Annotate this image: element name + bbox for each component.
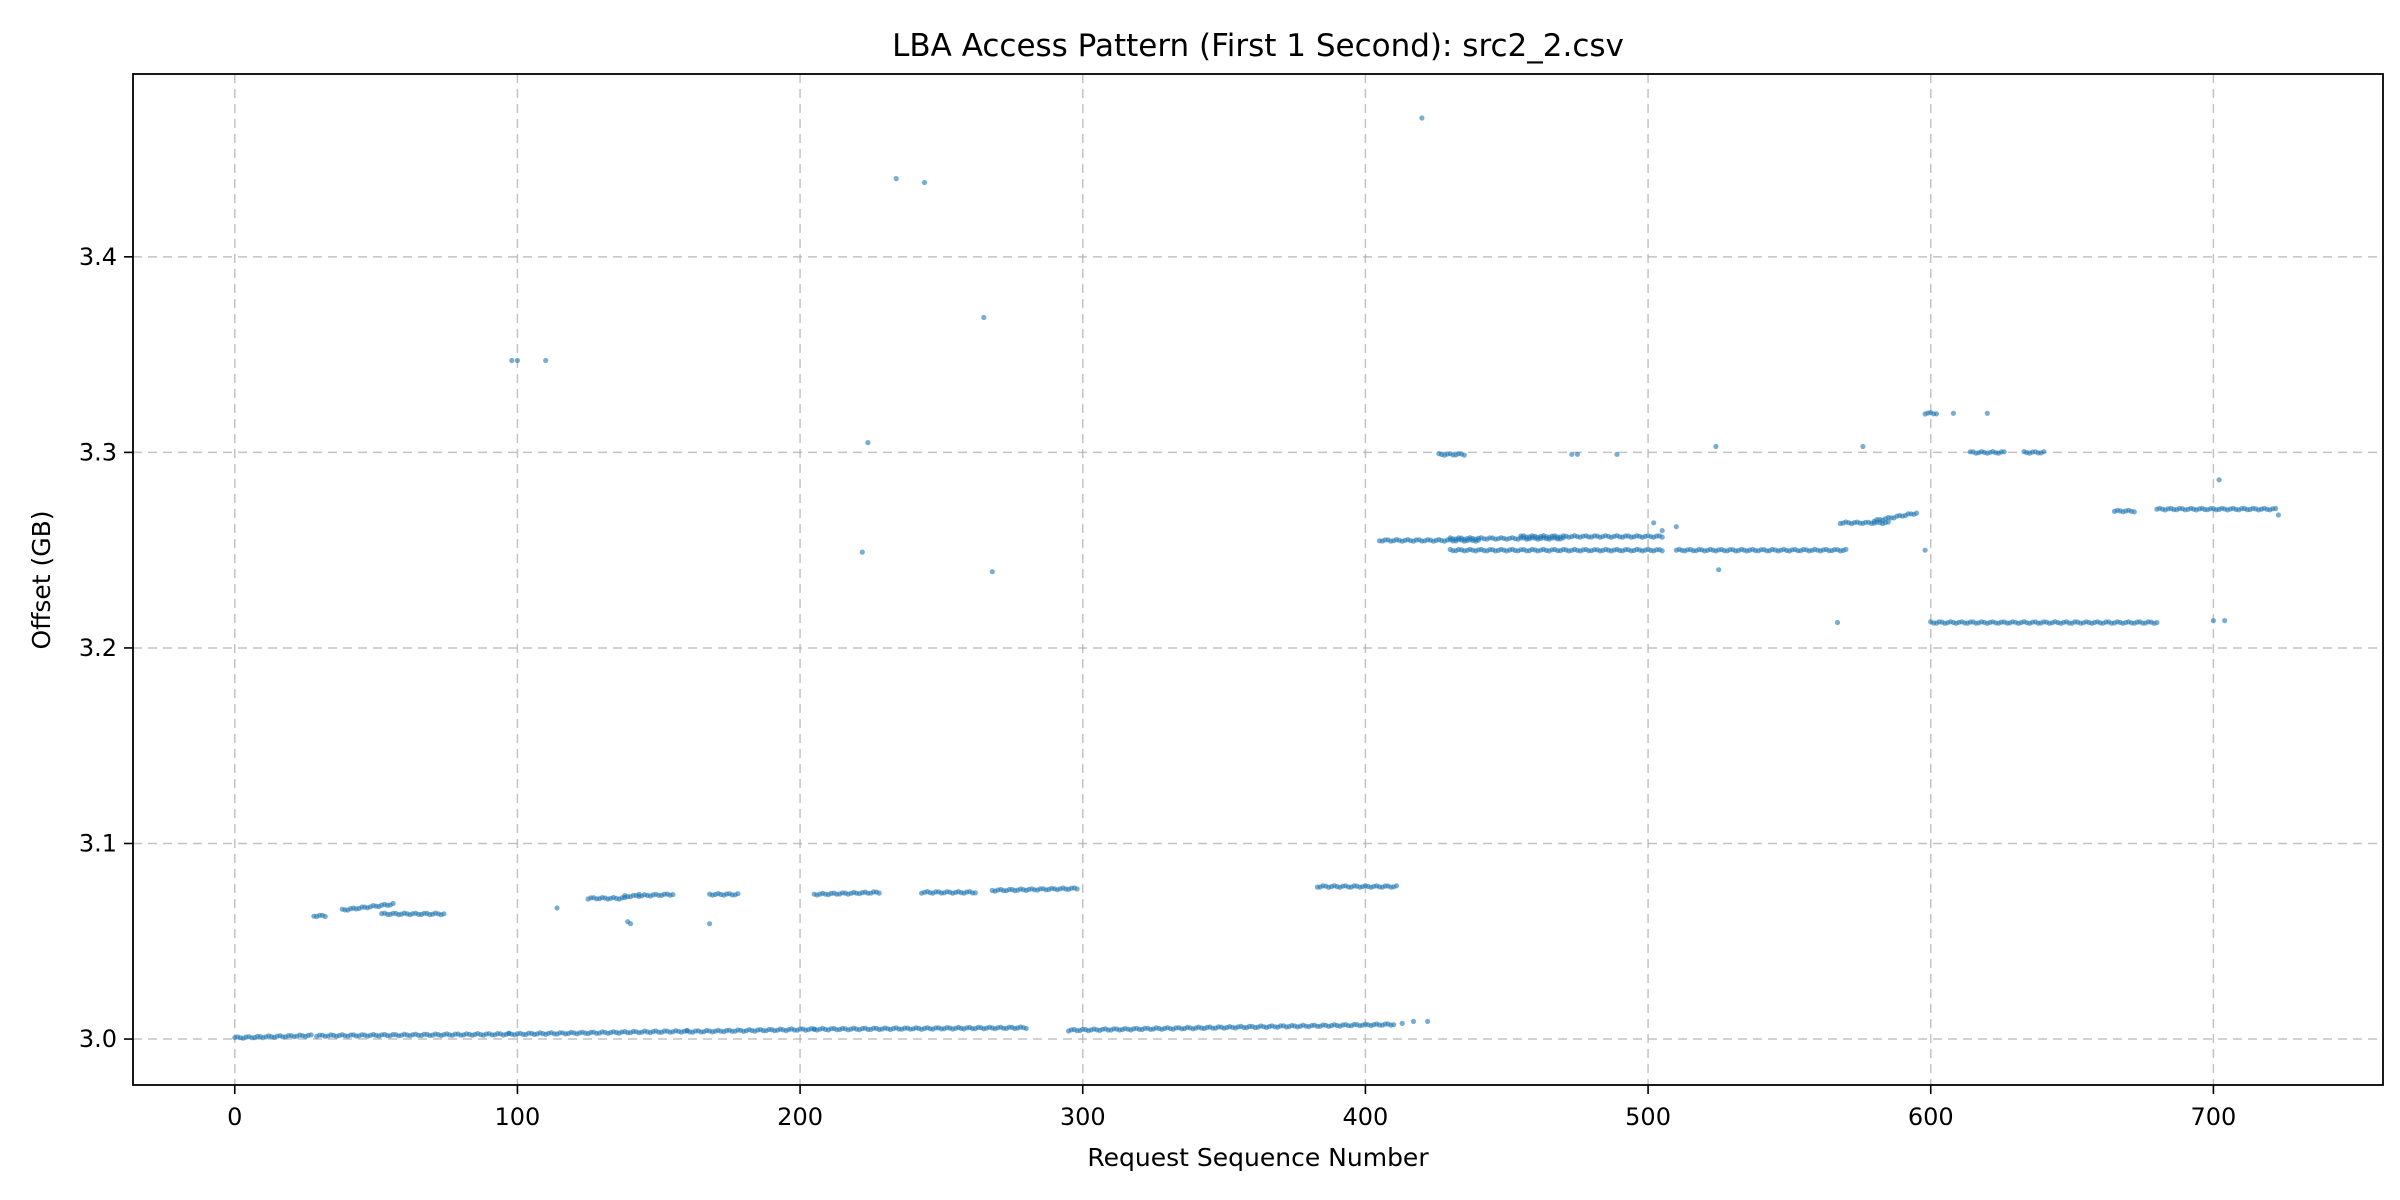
data-point <box>859 549 865 555</box>
x-tick-label: 400 <box>1343 1103 1389 1131</box>
data-point <box>1410 1018 1417 1024</box>
data-point <box>1933 411 1939 417</box>
x-axis: 0 100 200 300 400 500 600 700 <box>227 1085 2236 1131</box>
data-point <box>1461 452 1467 458</box>
data-point <box>1569 451 1575 457</box>
data-point <box>735 891 741 897</box>
x-tick-label: 100 <box>495 1103 541 1131</box>
data-point <box>636 891 642 897</box>
data-point <box>322 913 328 920</box>
x-tick-label: 700 <box>2190 1103 2236 1131</box>
x-tick-label: 200 <box>777 1103 823 1131</box>
data-point <box>1860 443 1866 450</box>
data-point <box>1716 567 1722 573</box>
data-point <box>1574 451 1580 457</box>
data-point <box>627 921 634 927</box>
data-point <box>514 357 521 364</box>
grid-lines <box>133 74 2383 1085</box>
data-point <box>2210 618 2216 624</box>
data-point <box>1659 528 1665 534</box>
data-point <box>1950 410 1956 416</box>
data-point <box>1713 443 1719 450</box>
data-point <box>865 440 871 446</box>
data-point <box>1393 883 1400 889</box>
data-point <box>1659 548 1665 554</box>
y-tick-label: 3.4 <box>79 243 117 271</box>
data-point <box>554 905 560 911</box>
data-point <box>509 357 515 364</box>
data-point <box>972 890 978 896</box>
data-point <box>989 569 995 575</box>
data-point <box>2041 449 2047 455</box>
data-point <box>1391 1022 1397 1028</box>
data-point <box>1843 546 1849 553</box>
data-point <box>1673 524 1679 530</box>
data-point <box>1074 886 1080 892</box>
data-points <box>232 115 2281 1041</box>
data-point <box>2275 512 2281 518</box>
x-tick-label: 300 <box>1060 1103 1106 1131</box>
data-point <box>1834 619 1841 626</box>
data-point <box>1023 1025 1029 1032</box>
data-point <box>1659 534 1665 540</box>
data-point <box>1419 115 1425 121</box>
data-point <box>1922 547 1928 553</box>
data-point <box>308 1032 314 1038</box>
data-point <box>543 357 549 364</box>
data-point <box>1984 410 1990 416</box>
y-axis-label: Offset (GB) <box>27 510 56 649</box>
y-axis: 3.0 3.1 3.2 3.3 3.4 <box>79 243 133 1053</box>
data-point <box>1614 451 1620 457</box>
data-point <box>1651 520 1657 526</box>
y-tick-label: 3.2 <box>79 634 117 662</box>
chart-title: LBA Access Pattern (First 1 Second): src… <box>892 28 1624 64</box>
data-point <box>2154 620 2160 626</box>
x-tick-label: 0 <box>227 1103 242 1131</box>
plot-frame <box>132 73 2384 1086</box>
x-axis-label: Request Sequence Number <box>1087 1143 1429 1172</box>
data-point <box>1425 1018 1431 1024</box>
data-point <box>2131 509 2137 515</box>
x-tick-label: 500 <box>1625 1103 1671 1131</box>
data-point <box>1914 510 1920 516</box>
data-point <box>981 314 987 321</box>
data-point <box>670 892 676 898</box>
data-point <box>2001 449 2007 455</box>
data-point <box>390 900 396 907</box>
x-tick-label: 600 <box>1908 1103 1954 1131</box>
data-point <box>893 176 899 182</box>
data-point <box>1399 1020 1405 1026</box>
data-point <box>2222 618 2228 624</box>
y-tick-label: 3.0 <box>79 1025 117 1053</box>
data-point <box>876 890 882 896</box>
data-point <box>441 911 447 917</box>
data-point <box>707 921 713 927</box>
y-tick-label: 3.1 <box>79 829 117 857</box>
y-tick-label: 3.3 <box>79 438 117 466</box>
data-point <box>2273 505 2279 512</box>
data-point <box>921 179 928 186</box>
data-point <box>2216 477 2222 483</box>
